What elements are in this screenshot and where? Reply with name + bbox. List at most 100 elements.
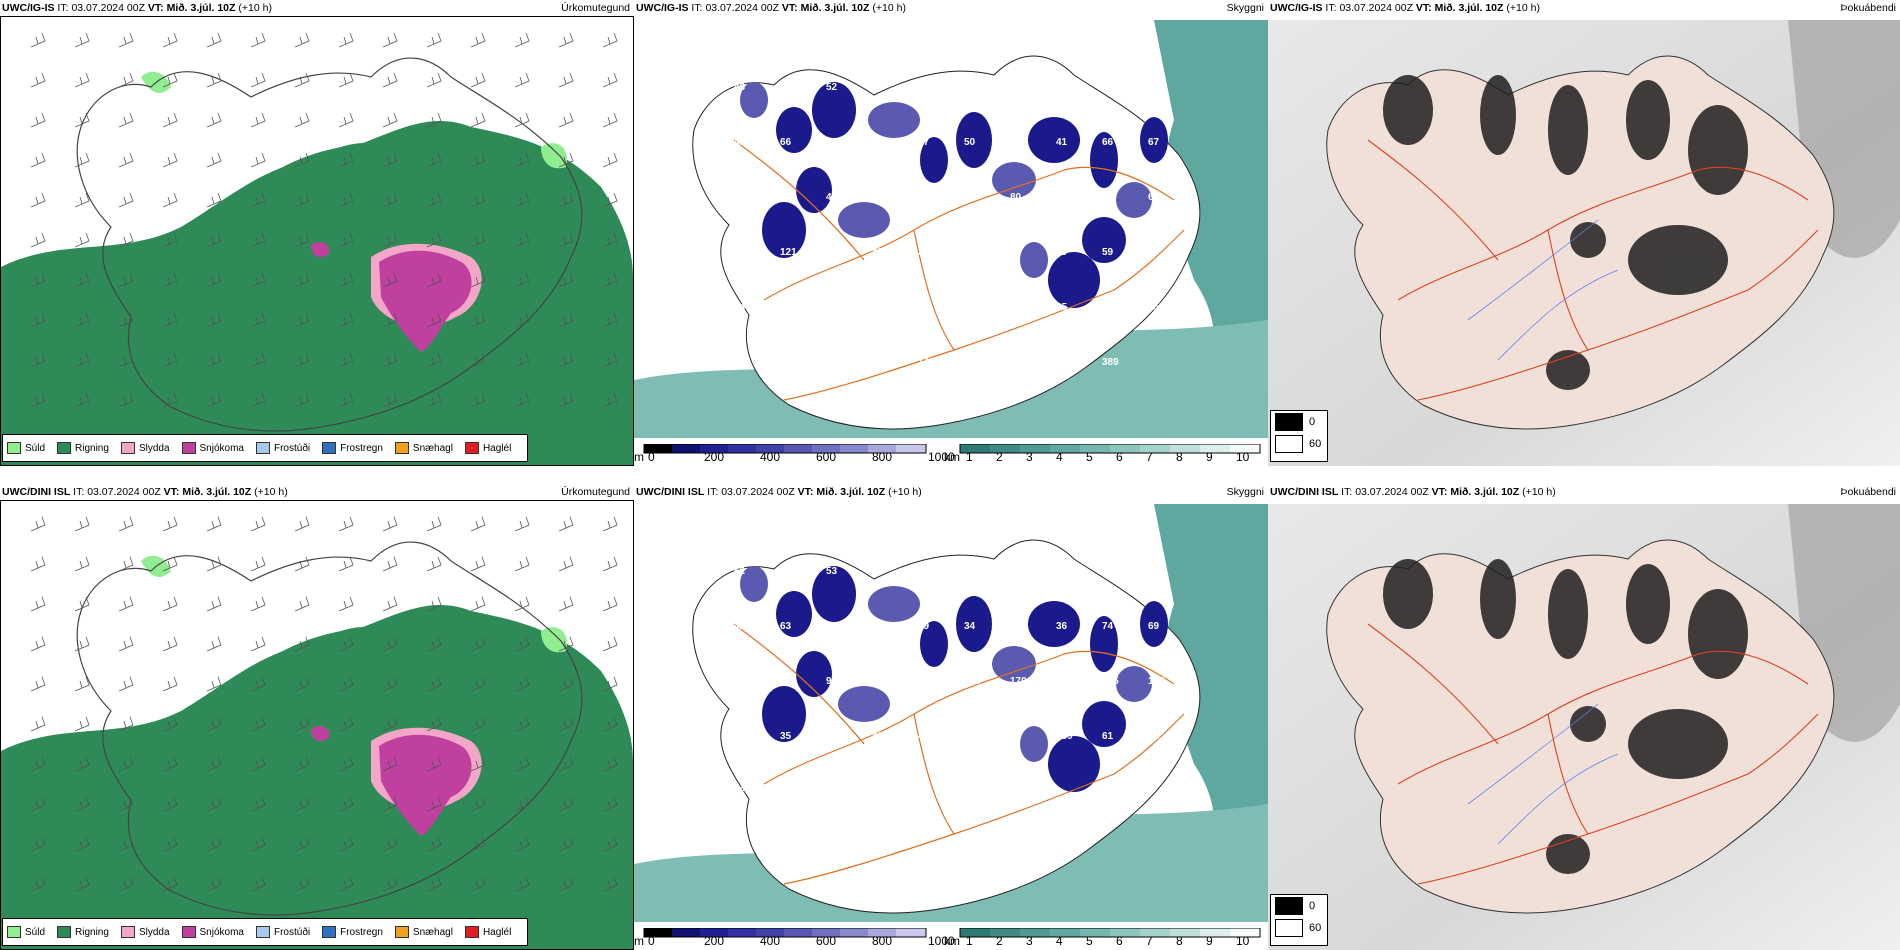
cloud-blob (1020, 242, 1048, 278)
cloud-base-label: 215 (1102, 676, 1119, 687)
cloud-base-label: 74 (1102, 621, 1114, 632)
wind-barb (206, 352, 222, 368)
wind-barb (382, 556, 398, 572)
precip-map (0, 500, 634, 950)
cloud-base-label: 93 (964, 566, 976, 577)
wind-barb (558, 152, 574, 168)
wind-barb (382, 192, 398, 208)
wind-barb (470, 676, 486, 692)
wind-barb (206, 876, 222, 892)
visibility-tick: 1 (966, 934, 973, 948)
fog-panel: UWC/IG-IS IT: 03.07.2024 00Z VT: Mið. 3.… (1268, 0, 1900, 466)
wind-barb (338, 556, 354, 572)
fog-dark-areas (1383, 75, 1748, 390)
wind-barb (426, 352, 442, 368)
fog-legend-swatch (1275, 435, 1303, 453)
height-colorbar-svg (643, 928, 927, 938)
wind-barb (162, 112, 178, 128)
legend-label: Snæhagl (412, 926, 453, 938)
cloud-blob (956, 596, 992, 652)
wind-barb (470, 152, 486, 168)
wind-barb (30, 72, 46, 88)
wind-barb (514, 352, 530, 368)
wind-barb (250, 192, 266, 208)
wind-barb (470, 876, 486, 892)
cloud-base-label: 52 (872, 566, 884, 577)
wind-barb (294, 876, 310, 892)
wind-barb (30, 312, 46, 328)
cloud-blob (868, 102, 920, 138)
cloud-base-label: 52 (780, 192, 792, 203)
cloud-base-label: 48 (734, 192, 746, 203)
wind-barb (558, 516, 574, 532)
wind-barb (294, 312, 310, 328)
precip-map-svg (1, 17, 633, 465)
cloud-blob (1140, 117, 1168, 163)
cloud-base-label: 82 (826, 137, 838, 148)
cloud-base-label: 39 (1056, 82, 1068, 93)
legend-label: Slydda (138, 926, 170, 938)
cloud-blob (1028, 601, 1080, 647)
wind-barb (602, 32, 618, 48)
cloud-base-label: 63 (780, 621, 792, 632)
cloud-base-label: 71 (918, 192, 930, 203)
cloud-base-label: 50 (1010, 566, 1022, 577)
cloud-base-label: 43 (872, 731, 884, 742)
cloud-base-label: 45 (826, 192, 838, 203)
wind-barb (470, 636, 486, 652)
visibility-tick: 4 (1056, 934, 1063, 948)
fog-legend-label: 0 (1309, 900, 1316, 912)
wind-barb (514, 112, 530, 128)
cloud-base-label: 65 (1056, 302, 1068, 313)
precip-legend-item: Frostúði (255, 442, 310, 454)
wind-barb (514, 32, 530, 48)
wind-barb (382, 32, 398, 48)
cloud-base-label: 57 (872, 82, 884, 93)
wind-barb (426, 836, 442, 852)
wind-barb (294, 516, 310, 532)
wind-barb (118, 192, 134, 208)
wind-barb (382, 636, 398, 652)
wind-barb (514, 676, 530, 692)
wind-barb (558, 272, 574, 288)
wind-barb (30, 676, 46, 692)
visibility-colorbar-svg (959, 928, 1261, 938)
wind-barb (602, 796, 618, 812)
cloud-blob (1082, 701, 1126, 747)
wind-barb (250, 836, 266, 852)
snow-area (379, 734, 472, 836)
cloud-base-label: 50 (964, 137, 976, 148)
cloud-base-label: 43 (1148, 247, 1160, 258)
cloud-base-label: 77 (918, 676, 930, 687)
cloud-map: 46 37 52 57 50 42 38 39 32 33 42 66 82 47 77 50 71 41 66 67… (634, 20, 1268, 438)
wind-barb (602, 192, 618, 208)
wind-barb (338, 272, 354, 288)
wind-barb (558, 352, 574, 368)
wind-barb (558, 232, 574, 248)
cloud-base-label: 97 (826, 676, 838, 687)
precip-legend-item: Haglél (464, 926, 511, 938)
cloud-blob (1020, 726, 1048, 762)
wind-barb (30, 192, 46, 208)
model-row-1: UWC/DINI ISL IT: 03.07.2024 00Z VT: Mið.… (0, 484, 1900, 950)
cloud-base-label: 90 (872, 621, 884, 632)
roads (733, 623, 1185, 885)
cloud-blob (1140, 601, 1168, 647)
cloud-base-label: 32 (1102, 82, 1114, 93)
wind-barb (206, 716, 222, 732)
cloud-base-label: 51 (872, 192, 884, 203)
wind-barb (338, 836, 354, 852)
wind-barb (426, 796, 442, 812)
precip-legend-item: Súld (7, 926, 45, 938)
legend-label: Súld (25, 926, 46, 938)
wind-barb (426, 72, 442, 88)
visibility-tick: 1 (966, 450, 973, 464)
wind-barb (206, 676, 222, 692)
wind-barb (514, 516, 530, 532)
wind-barb (426, 152, 442, 168)
wind-barb (558, 636, 574, 652)
wind-barb (558, 112, 574, 128)
cloud-base-label: 46 (964, 247, 976, 258)
wind-barb (118, 676, 134, 692)
legend-label: Frostregn (340, 926, 383, 938)
